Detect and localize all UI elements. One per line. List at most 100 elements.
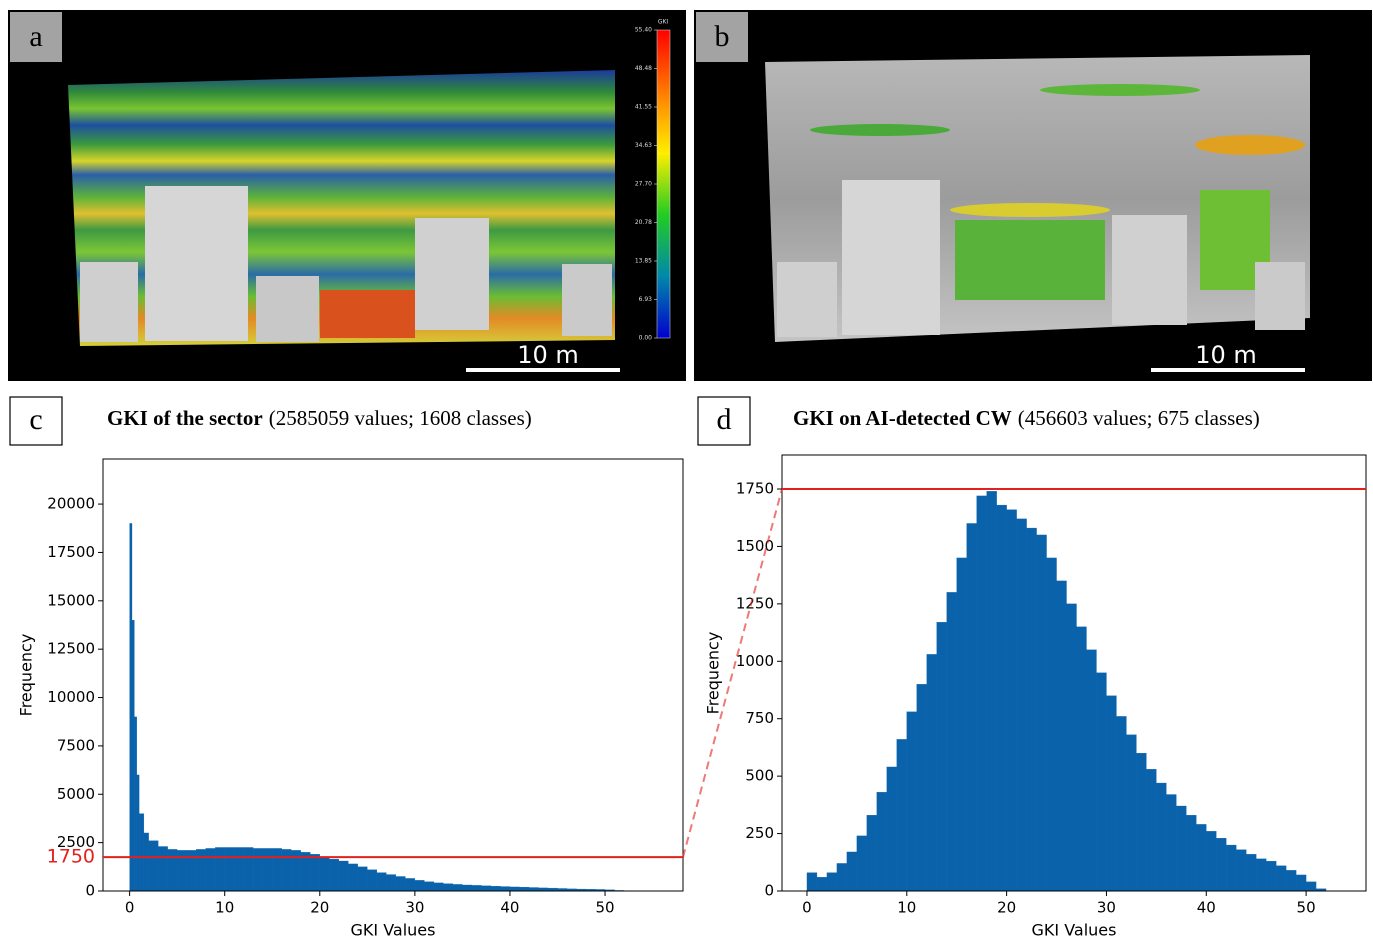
panel-label-box: [697, 396, 751, 446]
y-tick-label: 5000: [57, 785, 95, 803]
x-tick-label: 20: [310, 899, 329, 917]
histogram-bar: [138, 813, 145, 892]
histogram-bar: [471, 885, 482, 892]
histogram-bar: [806, 872, 818, 892]
histogram-bar: [1046, 557, 1057, 892]
histogram-bar: [956, 557, 967, 892]
panel-label: b: [715, 20, 730, 53]
colorbar-tick-label: 6.93: [639, 296, 653, 303]
histogram-bar: [1166, 794, 1177, 892]
histogram-bar: [946, 592, 957, 892]
panel-label: c: [29, 403, 42, 436]
colorbar-tick-label: 0.00: [639, 335, 653, 342]
x-axis-label: GKI Values: [1032, 921, 1117, 940]
histogram-bar: [167, 849, 178, 892]
histogram-bar: [1196, 824, 1207, 892]
histogram-bar: [215, 847, 225, 892]
histogram-bar: [826, 872, 838, 892]
chart-title-line: GKI on AI-detected CW (456603 values; 675…: [793, 406, 1260, 430]
histogram-bar: [357, 866, 368, 892]
y-tick-label: 750: [745, 709, 774, 727]
histogram-bar: [846, 851, 858, 892]
histogram-bar: [310, 854, 320, 892]
y-tick-label: 250: [745, 824, 774, 842]
plot-frame: [102, 458, 684, 892]
stone-block: [415, 218, 489, 330]
histogram-bar: [243, 847, 254, 892]
histogram-bar: [490, 886, 501, 892]
histogram-bar: [519, 886, 530, 892]
histogram-bar: [234, 847, 244, 892]
histogram-bar: [424, 881, 435, 892]
colorbar-ticks: 55.40 48.48 41.55 34.63 27.70 20.78 13.85 6.93 0…: [635, 27, 657, 342]
y-axis-label: Frequency: [704, 632, 723, 715]
x-tick-label: 50: [595, 899, 614, 917]
rock-patch: [320, 290, 415, 338]
y-tick-label: 17500: [47, 543, 95, 561]
histogram-bar: [500, 886, 511, 892]
histogram-bar: [996, 504, 1007, 892]
y-tick-label: 10000: [47, 688, 95, 706]
histogram-chart: d GKI on AI-detected CW (456603 values; 67…: [697, 396, 1367, 940]
x-tick-label: 50: [1297, 899, 1316, 917]
panel-label: a: [29, 20, 42, 53]
x-tick-label: 40: [1197, 899, 1216, 917]
histogram-bar: [281, 849, 292, 892]
histogram-bar: [1026, 527, 1037, 892]
rock-patch: [1195, 135, 1305, 155]
stone-block: [256, 276, 319, 342]
stone-block: [80, 262, 138, 342]
histogram-bar: [1216, 838, 1227, 892]
histogram-bar: [1016, 518, 1027, 892]
histogram-bar: [1136, 753, 1147, 892]
x-tick-label: 10: [897, 899, 916, 917]
rock-patch: [810, 124, 950, 136]
colorbar-title: GKI: [658, 19, 669, 26]
chart-subtitle: (2585059 values; 1608 classes): [269, 406, 532, 430]
connector: [682, 488, 783, 858]
histogram-bar: [329, 858, 339, 892]
colorbar-tick-label: 34.63: [635, 142, 652, 149]
panel-label-box: [696, 12, 748, 62]
stone-block: [562, 264, 612, 336]
histogram-bar: [414, 880, 425, 892]
histogram-bar: [1146, 769, 1157, 892]
panel-label: d: [717, 403, 732, 436]
histogram-bar: [816, 877, 828, 892]
histogram-bar: [1156, 782, 1167, 892]
histogram-bar: [976, 495, 987, 892]
histogram-bar: [1206, 831, 1217, 892]
chart-title-line: GKI of the sector (2585059 values; 1608 c…: [107, 406, 532, 430]
histogram-bar: [143, 832, 149, 892]
histogram-bar: [1056, 580, 1067, 892]
histogram-bar: [205, 848, 216, 892]
histogram-bar: [253, 848, 263, 892]
histogram-bar: [405, 878, 416, 892]
histogram-bar: [1116, 716, 1127, 892]
rock-patch: [955, 220, 1105, 300]
histogram-bar: [395, 876, 406, 892]
histogram-bar: [1086, 649, 1097, 892]
histogram-bar: [443, 883, 454, 892]
y-tick-label: 0: [764, 882, 774, 900]
histogram-bar: [157, 846, 168, 892]
rock-patch: [1040, 84, 1200, 96]
y-tick-label: 2500: [57, 833, 95, 851]
histogram-bar: [196, 849, 206, 892]
y-tick-label: 0: [85, 882, 95, 900]
y-tick-label: 12500: [47, 640, 95, 658]
y-tick-label: 15000: [47, 591, 95, 609]
y-axis-label: Frequency: [17, 634, 36, 717]
stone-block: [842, 180, 940, 335]
histogram-bar: [856, 835, 868, 892]
histogram-bar: [367, 869, 377, 892]
y-tick-label: 7500: [57, 736, 95, 754]
reference-line-label: 1750: [47, 846, 95, 868]
chart-title: GKI on AI-detected CW: [793, 406, 1012, 430]
histogram-bar: [1305, 881, 1317, 892]
histogram-bar: [1276, 865, 1287, 892]
histogram-bar: [1036, 534, 1047, 892]
colorbar-tick-label: 48.48: [635, 65, 652, 72]
x-tick-label: 0: [125, 899, 135, 917]
